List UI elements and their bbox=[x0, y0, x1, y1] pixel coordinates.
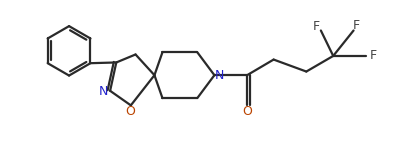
Text: O: O bbox=[242, 105, 252, 118]
Text: N: N bbox=[214, 69, 224, 82]
Text: F: F bbox=[313, 20, 320, 33]
Text: F: F bbox=[370, 49, 377, 62]
Text: O: O bbox=[125, 105, 135, 118]
Text: N: N bbox=[99, 85, 108, 98]
Text: F: F bbox=[353, 19, 360, 32]
